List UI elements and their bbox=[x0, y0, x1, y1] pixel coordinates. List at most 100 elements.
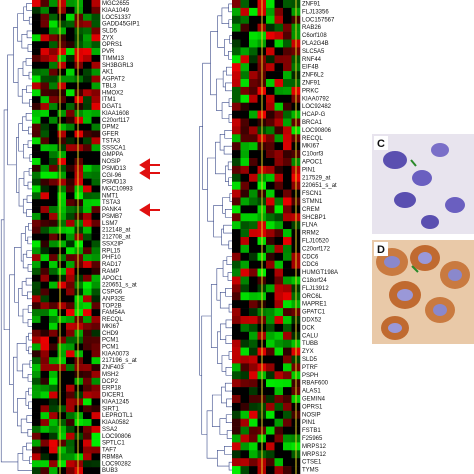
heatmap-cell bbox=[49, 137, 58, 145]
branch bbox=[28, 332, 32, 341]
gene-label: GPATC1 bbox=[302, 310, 326, 316]
heatmap-cell bbox=[66, 13, 75, 21]
heatmap-cell bbox=[249, 268, 258, 277]
heatmap-cell bbox=[274, 205, 284, 214]
heatmap-cell bbox=[283, 71, 292, 80]
heatmap-cell bbox=[249, 276, 258, 285]
heatmap-cell bbox=[274, 165, 284, 175]
heatmap-cell bbox=[40, 247, 50, 255]
heatmap-cell bbox=[91, 398, 101, 406]
heatmap-cell bbox=[32, 75, 41, 83]
heatmap-cell bbox=[32, 261, 41, 269]
heatmap-cell bbox=[83, 453, 92, 461]
heatmap-cell bbox=[74, 226, 84, 234]
heatmap-cell bbox=[49, 82, 58, 90]
heatmap-cell bbox=[83, 267, 92, 276]
heatmap-cell bbox=[66, 206, 75, 214]
heatmap-cell bbox=[232, 134, 241, 143]
heatmap-cell bbox=[57, 274, 67, 282]
heatmap-cell bbox=[240, 86, 250, 96]
gene-label: NMT1 bbox=[102, 193, 119, 199]
heatmap-cell bbox=[40, 61, 50, 69]
heatmap-cell bbox=[232, 197, 241, 206]
heatmap-cell bbox=[83, 96, 92, 104]
heatmap-cell bbox=[274, 244, 284, 254]
heatmap-cell bbox=[266, 308, 275, 317]
heatmap-cell bbox=[40, 254, 50, 262]
heatmap-cell bbox=[40, 274, 50, 282]
heatmap-cell bbox=[91, 13, 101, 21]
heatmap-cell bbox=[40, 343, 50, 351]
gene-label: LEPROTL1 bbox=[102, 413, 133, 419]
heatmap-cell bbox=[49, 453, 58, 461]
heatmap-cell bbox=[249, 395, 258, 404]
heatmap-cell bbox=[57, 41, 67, 49]
heatmap-cell bbox=[283, 300, 292, 309]
heatmap-cell bbox=[66, 302, 75, 310]
heatmap-cell bbox=[274, 442, 284, 451]
heatmap-cell bbox=[74, 199, 84, 207]
branch bbox=[226, 66, 232, 76]
gene-label: SLD5 bbox=[102, 28, 118, 34]
heatmap-cell bbox=[91, 364, 101, 372]
heatmap-cell bbox=[49, 185, 58, 193]
gene-label: TUBB bbox=[302, 341, 318, 347]
heatmap-cell bbox=[274, 402, 284, 412]
heatmap-cell bbox=[49, 34, 58, 42]
heatmap-cell bbox=[49, 274, 58, 282]
heatmap-cell bbox=[32, 206, 41, 214]
branch bbox=[225, 335, 232, 344]
heatmap-cell bbox=[32, 48, 41, 56]
branch bbox=[225, 414, 232, 423]
gene-label: AK1 bbox=[102, 70, 114, 76]
heatmap-cell bbox=[57, 158, 67, 166]
heatmap-cell bbox=[83, 219, 92, 227]
heatmap-cell bbox=[249, 323, 258, 333]
heatmap-cell bbox=[57, 199, 67, 207]
heatmap-cell bbox=[32, 412, 41, 420]
gene-label: LOC90282 bbox=[102, 461, 132, 467]
heatmap-cell bbox=[49, 432, 58, 440]
heatmap-cell bbox=[40, 446, 50, 454]
heatmap-cell bbox=[74, 370, 84, 379]
heatmap-cell bbox=[66, 116, 75, 124]
heatmap-cell bbox=[283, 252, 292, 261]
heatmap-cell bbox=[83, 41, 92, 49]
heatmap-cell bbox=[274, 450, 284, 459]
gene-label: GEMIN4 bbox=[302, 397, 326, 403]
gene-label: CDC6 bbox=[302, 262, 319, 268]
heatmap-cell bbox=[249, 347, 258, 356]
heatmap-cell bbox=[266, 126, 275, 135]
heatmap-cell bbox=[57, 192, 67, 200]
heatmap-cell bbox=[266, 23, 275, 32]
branch bbox=[27, 264, 32, 272]
heatmap-cell bbox=[57, 302, 67, 310]
branch bbox=[222, 70, 227, 88]
branch bbox=[26, 250, 32, 258]
heatmap-cell bbox=[240, 331, 250, 340]
heatmap-cell bbox=[249, 426, 258, 435]
heatmap-cell bbox=[66, 61, 75, 69]
heatmap-cell bbox=[274, 276, 284, 285]
heatmap-cell bbox=[240, 442, 250, 451]
heatmap-cell bbox=[283, 450, 292, 459]
branch bbox=[225, 367, 232, 376]
gene-label: 220651_s_at bbox=[302, 183, 337, 189]
heatmap-cell bbox=[83, 151, 92, 159]
heatmap-cell bbox=[57, 226, 67, 234]
heatmap-cell bbox=[274, 379, 284, 388]
heatmap-cell bbox=[266, 442, 275, 451]
branch bbox=[27, 181, 32, 190]
heatmap-cell bbox=[232, 434, 241, 443]
heatmap-cell bbox=[283, 434, 292, 443]
heatmap-cell bbox=[249, 102, 258, 111]
gene-label: LOC51337 bbox=[102, 15, 132, 21]
heatmap-cell bbox=[274, 23, 284, 32]
heatmap-cell bbox=[266, 94, 275, 103]
branch bbox=[17, 68, 23, 97]
heatmap-cell bbox=[274, 110, 284, 119]
heatmap-cell bbox=[32, 144, 41, 152]
heatmap-cell bbox=[232, 395, 241, 404]
heatmap-cell bbox=[232, 142, 241, 151]
heatmap-cell bbox=[66, 89, 75, 97]
